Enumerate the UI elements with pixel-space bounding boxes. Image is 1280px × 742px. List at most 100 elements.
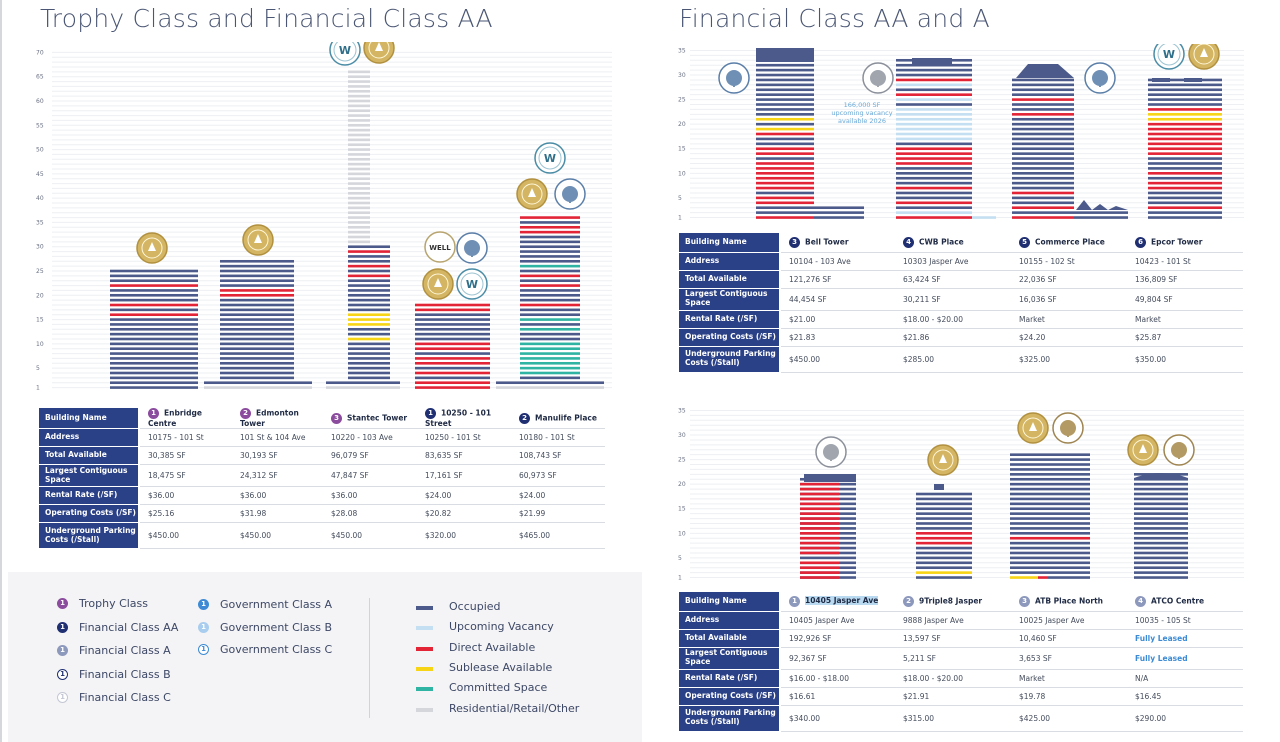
residential-floor [348, 230, 370, 234]
floor [896, 181, 972, 185]
legend-label: Government Class B [220, 620, 333, 634]
cell-value: $450.00 [148, 531, 180, 540]
floor [756, 103, 814, 106]
class-marker-icon: 1 [57, 621, 68, 633]
cell-value: $20.82 [425, 509, 452, 518]
floor [348, 332, 390, 336]
floor [1010, 522, 1090, 525]
floor [896, 176, 972, 180]
building-name: Epcor Tower [1151, 237, 1203, 247]
table-row: Building Name 3 Bell Tower 4 CWB Place 5 Comme… [679, 233, 1243, 253]
floor [800, 527, 840, 530]
floor [1012, 152, 1074, 155]
floor [896, 157, 972, 160]
floor [1010, 502, 1090, 506]
floor [220, 337, 294, 341]
floor [756, 68, 814, 72]
floor [1134, 477, 1188, 481]
floor [348, 347, 390, 351]
legend-label: Financial Class B [79, 667, 171, 681]
floor [1148, 98, 1222, 101]
cell-value: $21.91 [903, 691, 930, 701]
annex-floor [1074, 211, 1128, 214]
left-page-title: Trophy Class and Financial Class AA [40, 4, 493, 33]
floor [110, 318, 198, 321]
cell-value: $450.00 [240, 531, 272, 540]
residential-floor [348, 157, 370, 161]
floor [756, 132, 814, 136]
floor [1148, 137, 1222, 141]
floor [1148, 211, 1222, 214]
floor [1012, 186, 1074, 190]
building-bar-6 [1148, 78, 1222, 219]
table-cell: $31.98 [232, 504, 323, 523]
table-cell: $425.00 [1011, 705, 1127, 732]
cell-value: $25.87 [1135, 332, 1162, 342]
floor [1010, 497, 1090, 501]
floor [916, 507, 972, 511]
residential-floor [348, 196, 370, 200]
cell-value: 5,211 SF [903, 653, 936, 663]
table-cell: 63,424 SF [895, 270, 1011, 289]
row-label: Largest Contiguous Space [39, 464, 140, 487]
floor [520, 264, 580, 268]
table-cell: $450.00 [139, 522, 232, 549]
leed-badge-icon [1017, 412, 1049, 444]
floor [110, 279, 198, 283]
residential-floor [348, 119, 370, 122]
y-tick-label: 20 [36, 292, 44, 299]
floor [415, 342, 490, 346]
floor [1134, 522, 1188, 525]
floor [220, 259, 294, 263]
floor [415, 386, 490, 389]
building-class-number-icon: 3 [789, 236, 800, 248]
cell-value: 44,454 SF [789, 294, 827, 304]
floor [756, 186, 814, 190]
floor [348, 255, 390, 258]
floor [916, 527, 972, 530]
floor [1148, 206, 1222, 210]
residential-floor [348, 99, 370, 103]
floor [756, 98, 814, 101]
table-cell: 10025 Jasper Ave [1011, 611, 1127, 630]
table-cell: 10405 Jasper Ave [780, 611, 895, 630]
floor [520, 289, 580, 292]
boma-gold-badge-icon [1163, 434, 1195, 466]
floor [1148, 186, 1222, 190]
floor [415, 303, 490, 307]
class-marker-icon: 1 [57, 668, 68, 680]
floor [1012, 137, 1074, 141]
floor [1010, 527, 1090, 530]
legend-label: Direct Available [449, 640, 536, 654]
residential-floor [348, 240, 370, 244]
building-name: 9Triple8 Jasper [919, 596, 983, 606]
cell-value: 30,211 SF [903, 294, 941, 304]
legend-label: Government Class A [220, 598, 333, 611]
y-tick-label: 70 [36, 49, 44, 56]
leed-badge-icon [1127, 434, 1159, 466]
cell-value: 63,424 SF [903, 274, 941, 284]
building-bar-1 [800, 477, 856, 579]
annotation-line-2: upcoming vacancy [831, 109, 892, 117]
floor [1012, 127, 1074, 131]
building-name: 10250 - 101 Street [425, 408, 492, 429]
floor [1010, 463, 1090, 466]
table-cell: $21.99 [511, 504, 605, 523]
table-cell: N/A [1127, 669, 1243, 688]
floor [800, 512, 840, 515]
row-label: Total Available [679, 270, 781, 289]
floor [1134, 536, 1188, 540]
table-cell: 92,367 SF [780, 647, 895, 670]
floor [1010, 546, 1090, 550]
table-row: Largest Contiguous Space 44,454 SF 30,211 … [679, 288, 1243, 311]
leed-badge-icon [422, 268, 454, 300]
table-row: Building Name 1 Enbridge Centre 2 Edmonton T… [39, 408, 605, 429]
floor [756, 93, 814, 96]
floor [756, 122, 814, 126]
cell-value: 49,804 SF [1135, 294, 1173, 304]
floor [916, 541, 972, 545]
cell-value: $31.98 [240, 509, 267, 518]
floor [1134, 507, 1188, 511]
floor [756, 181, 814, 185]
